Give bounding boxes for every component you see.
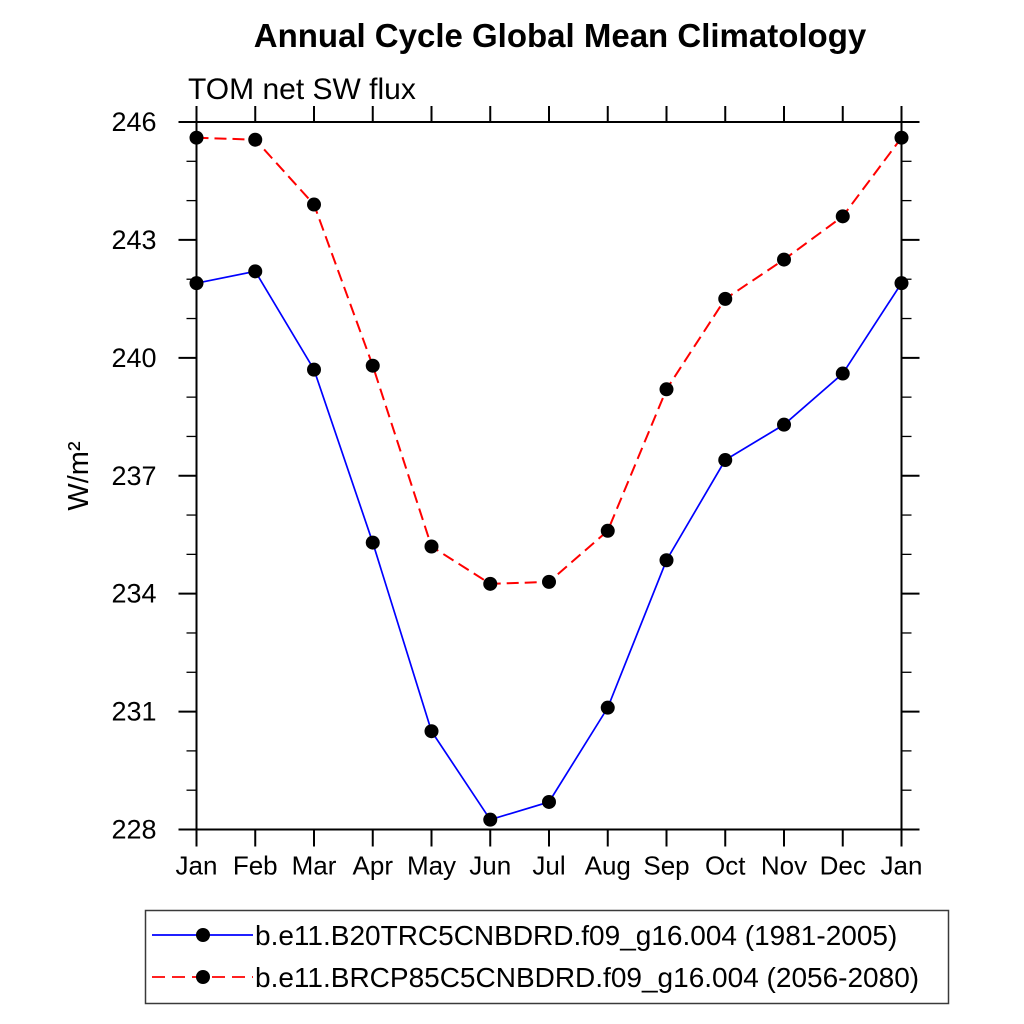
series-line-1 xyxy=(196,136,903,585)
x-tick-label: Oct xyxy=(705,851,746,881)
data-point xyxy=(718,291,733,306)
legend-marker-dot xyxy=(196,928,210,942)
data-point xyxy=(307,362,321,377)
data-point xyxy=(483,576,498,591)
x-tick-label: Jan xyxy=(881,851,923,881)
axis-frame xyxy=(195,121,903,831)
x-tick-label: Nov xyxy=(761,851,807,881)
data-point xyxy=(542,574,556,589)
data-point xyxy=(777,417,791,432)
plot-area: Jan Feb Mar Apr May Jun Jul Aug Sep Oct Nov Dec Jan 2… xyxy=(111,106,922,881)
x-tick-label: Aug xyxy=(585,851,631,881)
data-point xyxy=(365,358,380,373)
data-point xyxy=(248,132,263,147)
x-tick-label: Jul xyxy=(532,851,565,881)
data-point xyxy=(189,130,204,145)
data-point xyxy=(365,535,380,550)
y-tick-label: 237 xyxy=(111,461,156,491)
legend-box xyxy=(144,909,950,1005)
data-point xyxy=(424,539,439,554)
data-point xyxy=(777,252,791,267)
data-point xyxy=(659,553,674,568)
legend: b.e11.B20TRC5CNBDRD.f09_g16.004 (1981-20… xyxy=(144,909,950,1005)
data-point xyxy=(835,209,850,224)
data-point xyxy=(189,276,204,291)
data-point xyxy=(600,523,615,538)
x-tick-label: Jan xyxy=(176,851,218,881)
data-point xyxy=(600,700,615,715)
y-tick-label: 243 xyxy=(111,225,156,255)
data-point xyxy=(835,366,850,381)
data-point xyxy=(894,130,909,145)
data-point xyxy=(659,382,674,397)
y-tick-label: 228 xyxy=(111,815,156,845)
series-line-0 xyxy=(196,270,903,821)
y-tick-label: 240 xyxy=(111,343,156,373)
legend-marker-dot xyxy=(196,970,210,984)
data-point xyxy=(542,794,556,809)
x-tick-label: Jun xyxy=(469,851,511,881)
x-tick-label: Mar xyxy=(292,851,337,881)
y-axis-label: W/m² xyxy=(63,441,95,511)
data-point xyxy=(307,197,321,212)
legend-label-historical: b.e11.B20TRC5CNBDRD.f09_g16.004 (1981-20… xyxy=(255,920,897,951)
data-point xyxy=(483,812,498,827)
chart-subtitle: TOM net SW flux xyxy=(188,73,416,106)
x-tick-label: Dec xyxy=(820,851,866,881)
y-tick-label: 246 xyxy=(111,107,156,137)
x-tick-label: May xyxy=(407,851,456,881)
data-point xyxy=(248,264,263,279)
chart-title: Annual Cycle Global Mean Climatology xyxy=(254,17,867,54)
x-tick-label: Apr xyxy=(353,851,394,881)
legend-label-rcp85: b.e11.BRCP85C5CNBDRD.f09_g16.004 (2056-2… xyxy=(255,962,919,993)
data-point xyxy=(718,453,733,468)
x-tick-label: Sep xyxy=(643,851,689,881)
y-tick-label: 234 xyxy=(111,579,156,609)
data-point xyxy=(424,724,439,739)
data-point xyxy=(894,276,909,291)
y-tick-label: 231 xyxy=(111,697,156,727)
x-tick-label: Feb xyxy=(233,851,278,881)
